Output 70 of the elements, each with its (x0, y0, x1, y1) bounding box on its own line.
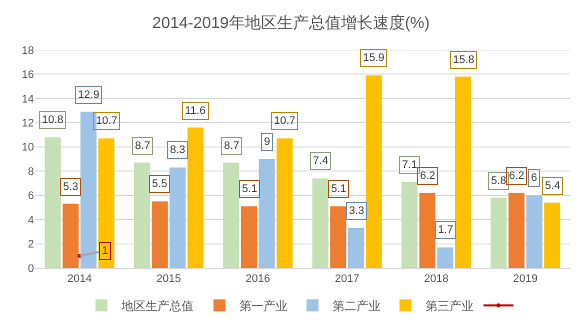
legend-label: 地区生产总值 (120, 299, 194, 314)
data-label: 10.7 (96, 115, 118, 127)
bar (437, 247, 454, 268)
data-label: 8.3 (170, 144, 186, 156)
data-label: 7.1 (402, 159, 418, 171)
data-label: 6 (531, 172, 538, 184)
legend-label: 第二产业 (332, 299, 380, 314)
bar (526, 195, 542, 268)
bar (490, 198, 507, 268)
bar (276, 138, 293, 268)
x-tick-label: 2019 (513, 273, 538, 286)
bar (170, 167, 186, 268)
bar (401, 182, 418, 268)
data-label: 5.8 (491, 175, 506, 187)
bar (152, 201, 168, 268)
bar (330, 206, 346, 268)
x-tick-label: 2015 (156, 273, 181, 286)
y-tick-label: 8 (28, 166, 34, 178)
data-label: 1 (102, 245, 108, 257)
data-label: 11.6 (185, 105, 206, 117)
x-tick-label: 2017 (334, 273, 360, 286)
bar (240, 206, 258, 268)
data-label: 5.3 (63, 181, 78, 193)
bar (98, 138, 114, 268)
bar (223, 162, 240, 268)
y-tick-label: 4 (28, 214, 34, 226)
bar (312, 178, 328, 268)
bar (508, 192, 525, 268)
y-tick-label: 14 (22, 93, 34, 106)
bar (44, 137, 61, 268)
x-tick-label: 2018 (424, 273, 448, 286)
data-label: 15.8 (453, 54, 474, 66)
data-label: 6.2 (420, 170, 436, 182)
data-label: 10.8 (42, 114, 64, 126)
bar (366, 75, 382, 268)
bar (187, 128, 204, 268)
data-label: 7.4 (313, 155, 328, 167)
bar (134, 162, 150, 268)
y-tick-label: 16 (22, 69, 34, 82)
data-label: 8.7 (135, 140, 150, 152)
data-label: 5.1 (331, 183, 346, 195)
data-label: 10.7 (274, 115, 296, 127)
y-tick-label: 0 (28, 262, 34, 275)
bar (258, 159, 275, 268)
data-label: 6.2 (509, 170, 524, 182)
legend-label: 第一产业 (240, 299, 288, 314)
y-tick-label: 2 (28, 238, 34, 251)
data-label: 1.7 (438, 224, 454, 236)
data-label: 5.5 (152, 178, 168, 190)
bar (62, 204, 79, 268)
data-label: 8.7 (224, 140, 240, 152)
y-tick-label: 10 (22, 142, 34, 154)
y-tick-label: 6 (28, 190, 34, 202)
data-label: 5.1 (242, 183, 258, 195)
data-label: 15.9 (363, 52, 384, 64)
y-tick-label: 18 (22, 44, 34, 57)
data-label: 9 (264, 136, 270, 148)
x-tick-label: 2016 (246, 273, 270, 286)
bar (348, 228, 364, 268)
y-tick-label: 12 (22, 118, 34, 130)
x-tick-label: 2014 (67, 273, 92, 286)
data-label: 12.9 (78, 89, 100, 101)
bar (80, 112, 97, 268)
data-label: 5.4 (545, 180, 560, 192)
data-label: 3.3 (349, 205, 364, 217)
bar (419, 192, 436, 268)
legend-label: 第三产业 (426, 299, 474, 314)
bar (454, 76, 472, 268)
bar (544, 202, 560, 268)
chart-title: 2014-2019年地区生产总值增长速度(%) (152, 14, 430, 32)
